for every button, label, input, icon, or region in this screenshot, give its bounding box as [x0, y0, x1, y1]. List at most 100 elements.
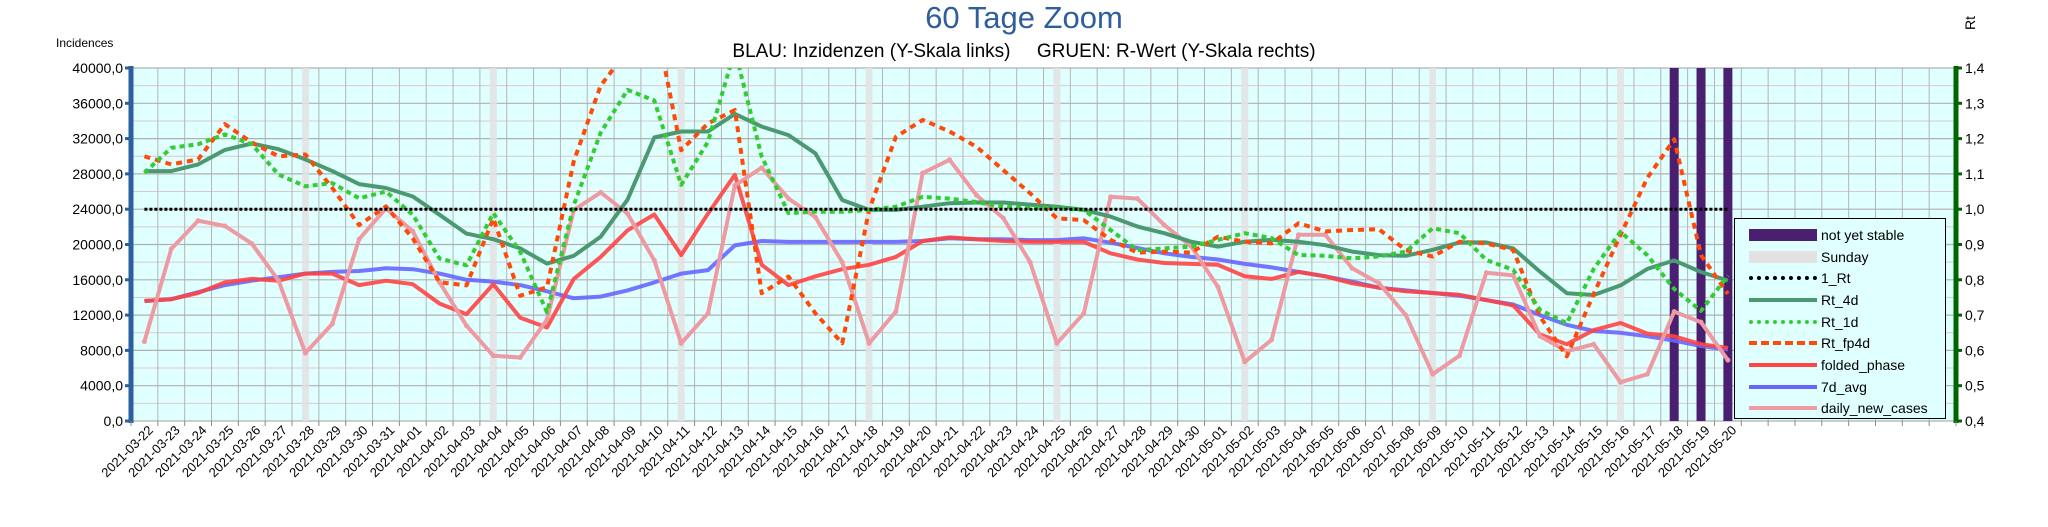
series-line-folded-phase: [144, 172, 1729, 350]
legend-label: 1_Rt: [1821, 270, 1851, 287]
daily-new-cases-point: [812, 214, 818, 220]
daily-new-cases-point: [356, 236, 362, 242]
daily-new-cases-point: [249, 241, 255, 247]
series-line-daily-new-cases: [142, 157, 1730, 385]
daily-new-cases-point: [490, 353, 496, 359]
daily-new-cases-point: [678, 340, 684, 346]
sunday-band: [1617, 68, 1625, 421]
daily-new-cases-point: [1644, 371, 1650, 377]
daily-new-cases-point: [1242, 359, 1248, 365]
legend-label: not yet stable: [1821, 226, 1905, 243]
daily-new-cases-point: [973, 192, 979, 198]
legend-swatch: [1749, 384, 1817, 389]
y-tick-label-right: 1,4: [1965, 60, 1985, 76]
daily-new-cases-point: [839, 259, 845, 265]
daily-new-cases-point: [893, 309, 899, 315]
daily-new-cases-point: [1134, 196, 1140, 202]
sunday-band: [489, 68, 497, 421]
y-tick-label-left: 36000,0: [72, 95, 123, 111]
legend-label: folded_phase: [1821, 356, 1906, 373]
y-tick-label-right: 1,0: [1965, 201, 1985, 217]
daily-new-cases-point: [1054, 340, 1060, 346]
legend-item-rt-fp4d: Rt_fp4d: [1735, 332, 1945, 354]
legend-swatch: [1749, 406, 1817, 411]
daily-new-cases-point: [1081, 310, 1087, 316]
legend-label: 7d_avg: [1821, 378, 1867, 395]
daily-new-cases-point: [1618, 379, 1624, 385]
y-tick-label-left: 12000,0: [72, 307, 123, 323]
sunday-band: [1053, 68, 1061, 421]
legend-swatch: [1749, 276, 1817, 281]
legend-swatch: [1749, 319, 1817, 324]
daily-new-cases-point: [1671, 309, 1677, 315]
y-tick-label-right: 0,4: [1965, 413, 1985, 429]
daily-new-cases-point: [1295, 232, 1301, 238]
y-tick-label-left: 40000,0: [72, 60, 123, 76]
daily-new-cases-point: [866, 340, 872, 346]
daily-new-cases-point: [947, 157, 953, 163]
y-tick-label-right: 1,3: [1965, 95, 1985, 111]
y-tick-label-right: 0,8: [1965, 272, 1985, 288]
sunday-band: [677, 68, 685, 421]
legend-swatch: [1749, 362, 1817, 367]
legend-item-7d-avg: 7d_avg: [1735, 376, 1945, 398]
daily-new-cases-point: [705, 310, 711, 316]
daily-new-cases-point: [141, 339, 147, 345]
series-line-rt-fp4d: [143, 68, 1730, 359]
daily-new-cases-point: [1698, 319, 1704, 325]
daily-new-cases-point: [410, 228, 416, 234]
not-yet-stable-band: [1669, 68, 1679, 421]
legend-item-folded-phase: folded_phase: [1735, 354, 1945, 376]
daily-new-cases-point: [1349, 265, 1355, 271]
legend-item-rt-1d: Rt_1d: [1735, 311, 1945, 333]
legend-swatch: [1749, 297, 1817, 302]
y-tick-label-left: 4000,0: [80, 378, 123, 394]
daily-new-cases-point: [222, 223, 228, 229]
y-tick-label-left: 32000,0: [72, 131, 123, 147]
daily-new-cases-point: [1725, 357, 1731, 363]
legend-label: Sunday: [1821, 248, 1869, 265]
daily-new-cases-point: [302, 350, 308, 356]
legend-item-not-yet-stable: not yet stable: [1735, 224, 1945, 246]
daily-new-cases-point: [651, 257, 657, 263]
daily-new-cases-point: [1483, 270, 1489, 276]
daily-new-cases-point: [1215, 284, 1221, 290]
y-tick-label-left: 24000,0: [72, 201, 123, 217]
daily-new-cases-point: [786, 196, 792, 202]
y-tick-label-right: 0,7: [1965, 307, 1985, 323]
y-tick-label-left: 0,0: [104, 413, 124, 429]
daily-new-cases-point: [1430, 371, 1436, 377]
y-tick-label-left: 28000,0: [72, 166, 123, 182]
sunday-band: [301, 68, 309, 421]
legend-swatch: [1749, 228, 1817, 241]
series-line-rt-1d: [143, 68, 1730, 326]
daily-new-cases-point: [732, 182, 738, 188]
daily-new-cases-point: [1269, 337, 1275, 343]
legend-label: daily_new_cases: [1821, 400, 1928, 417]
legend-item-rt-4d: Rt_4d: [1735, 289, 1945, 311]
legend-item-sunday: Sunday: [1735, 246, 1945, 268]
y-tick-label-right: 0,6: [1965, 342, 1985, 358]
daily-new-cases-point: [195, 218, 201, 224]
daily-new-cases-point: [920, 170, 926, 176]
daily-new-cases-point: [1000, 215, 1006, 221]
chart-subtitle: BLAU: Inzidenzen (Y-Skala links) GRUEN: …: [732, 41, 1316, 62]
daily-new-cases-point: [1322, 232, 1328, 238]
legend: not yet stable Sunday 1_Rt Rt_4d Rt_1d R…: [1734, 218, 1946, 419]
sunday-band: [1429, 68, 1437, 421]
legend-label: Rt_4d: [1821, 291, 1859, 308]
series-line-rt-4d: [144, 111, 1729, 297]
daily-new-cases-point: [1537, 333, 1543, 339]
daily-new-cases-point: [1403, 312, 1409, 318]
y-tick-label-right: 0,9: [1965, 237, 1985, 253]
daily-new-cases-point: [759, 165, 765, 171]
daily-new-cases-point: [276, 278, 282, 284]
legend-item-daily-new-cases: daily_new_cases: [1735, 398, 1945, 420]
y-tick-label-right: 1,2: [1965, 131, 1985, 147]
daily-new-cases-point: [1456, 353, 1462, 359]
legend-swatch: [1749, 341, 1817, 346]
chart-title: 60 Tage Zoom: [925, 0, 1123, 35]
daily-new-cases-point: [1108, 194, 1114, 200]
y-axis-right-label: Rt: [1962, 16, 1978, 30]
